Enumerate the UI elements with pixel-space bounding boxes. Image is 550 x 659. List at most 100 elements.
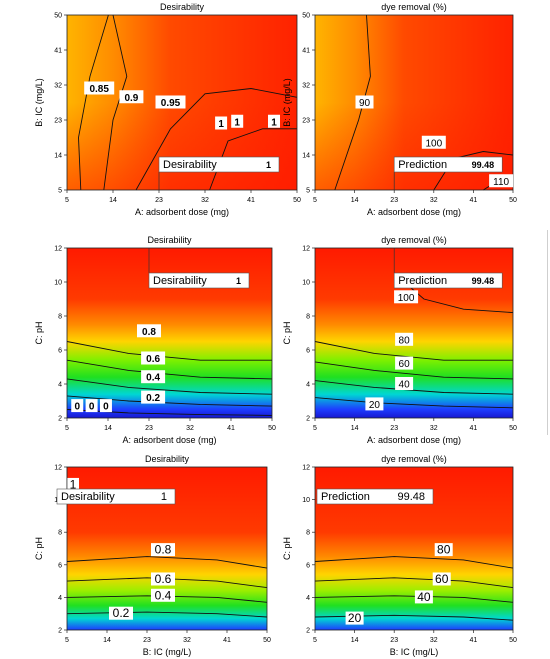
flag-box xyxy=(158,156,280,173)
plot-frame xyxy=(66,247,273,419)
x-tick-label: 5 xyxy=(313,197,317,204)
y-tick-label: 41 xyxy=(54,48,62,55)
contour-label: 40 xyxy=(417,590,431,604)
contour-label-box xyxy=(414,590,433,604)
contour-label: 0.95 xyxy=(161,98,181,109)
x-tick-label: 41 xyxy=(470,197,478,204)
x-tick-label: 32 xyxy=(183,637,191,644)
contour-line xyxy=(66,556,268,569)
contour-line xyxy=(66,611,268,618)
contour-line xyxy=(314,361,514,380)
y-tick-label: 2 xyxy=(306,416,310,423)
chart-title: dye removal (%) xyxy=(381,235,447,245)
contour-label-box xyxy=(355,95,374,109)
flag-value: 99.48 xyxy=(472,160,495,170)
x-tick-label: 23 xyxy=(390,425,398,432)
y-tick-label: 12 xyxy=(302,246,310,253)
y-tick-label: 6 xyxy=(58,348,62,355)
x-tick-label: 50 xyxy=(509,425,517,432)
contour-label-box xyxy=(84,81,115,95)
flag-box xyxy=(393,272,503,289)
y-tick-label: 41 xyxy=(302,48,310,55)
contour-label-box xyxy=(155,95,186,109)
contour-line xyxy=(66,577,268,589)
x-tick-label: 50 xyxy=(293,197,301,204)
contour-label: 0.9 xyxy=(124,93,138,104)
x-tick-label: 50 xyxy=(509,197,517,204)
contour-label: 0.6 xyxy=(146,354,160,365)
flag-label: Prediction xyxy=(398,159,447,171)
contour-label: 0.85 xyxy=(89,84,109,95)
y-tick-label: 5 xyxy=(58,188,62,195)
y-tick-label: 10 xyxy=(54,280,62,287)
flag-box xyxy=(316,488,434,505)
x-tick-label: 41 xyxy=(470,425,478,432)
contour-label-box xyxy=(268,114,280,128)
y-tick-label: 6 xyxy=(306,348,310,355)
contour-line xyxy=(314,556,514,569)
contour-label-box xyxy=(365,397,384,411)
contour-label: 1 xyxy=(218,119,224,130)
contour-label-box xyxy=(85,399,98,413)
contour-label-box xyxy=(137,324,161,338)
x-axis-label: A: adsorbent dose (mg) xyxy=(122,435,216,445)
contour-label: 20 xyxy=(369,400,381,411)
contour-label-box xyxy=(151,588,175,602)
y-tick-label: 8 xyxy=(58,314,62,321)
plot-frame xyxy=(66,466,268,631)
x-axis-label: A: adsorbent dose (mg) xyxy=(135,207,229,217)
contour-label: 0.6 xyxy=(155,572,172,586)
y-axis-label: C: pH xyxy=(34,537,44,560)
x-tick-label: 14 xyxy=(351,637,359,644)
contour-label: 80 xyxy=(399,335,411,346)
x-tick-label: 50 xyxy=(268,425,276,432)
flag-label: Prediction xyxy=(321,491,370,503)
contour-label-box xyxy=(109,606,133,620)
x-tick-label: 5 xyxy=(313,425,317,432)
x-tick-label: 14 xyxy=(351,425,359,432)
chart-panel-2: dye removal (%) 5 14 23 32 41 50 5 14 23 32 41 50 A: … xyxy=(282,2,517,217)
contour-label-box xyxy=(421,135,446,149)
x-tick-label: 5 xyxy=(65,425,69,432)
flag-value: 1 xyxy=(266,160,271,170)
contour-label-box xyxy=(151,543,175,557)
contour-label: 90 xyxy=(359,98,371,109)
y-tick-label: 8 xyxy=(306,314,310,321)
y-tick-label: 23 xyxy=(302,118,310,125)
contour-label: 0.8 xyxy=(155,543,172,557)
y-tick-label: 6 xyxy=(306,562,310,569)
contour-label-box xyxy=(67,477,79,491)
contour-label-box xyxy=(141,370,166,384)
contour-label-box xyxy=(99,399,112,413)
chart-title: dye removal (%) xyxy=(381,2,447,12)
y-tick-label: 12 xyxy=(54,465,62,472)
contour-label: 0 xyxy=(74,402,80,413)
x-tick-label: 23 xyxy=(390,637,398,644)
x-tick-label: 23 xyxy=(155,197,163,204)
y-tick-label: 2 xyxy=(306,628,310,635)
y-tick-label: 14 xyxy=(302,153,310,160)
y-tick-label: 4 xyxy=(58,382,62,389)
contour-label: 100 xyxy=(398,293,415,304)
contour-line xyxy=(314,397,514,409)
plot-frame xyxy=(314,14,514,191)
y-tick-label: 4 xyxy=(306,382,310,389)
x-tick-label: 5 xyxy=(65,197,69,204)
contour-label: 0.4 xyxy=(155,588,172,602)
x-tick-label: 14 xyxy=(351,197,359,204)
contour-line xyxy=(66,409,273,416)
y-tick-label: 6 xyxy=(58,562,62,569)
contour-label-box xyxy=(141,390,166,404)
contour-label: 40 xyxy=(399,380,411,391)
flag-box xyxy=(393,156,503,173)
flag-label: Desirability xyxy=(163,159,217,171)
y-axis-label: B: IC (mg/L) xyxy=(282,78,292,127)
contour-label: 1 xyxy=(271,117,277,128)
y-tick-label: 8 xyxy=(58,530,62,537)
y-tick-label: 32 xyxy=(54,83,62,90)
x-tick-label: 5 xyxy=(313,637,317,644)
y-axis-label: B: IC (mg/L) xyxy=(34,78,44,127)
chart-panel-1: Desirability 5 14 23 32 41 50 5 14 23 32 41 50 A: ads… xyxy=(34,2,301,217)
y-tick-label: 2 xyxy=(58,416,62,423)
flag-value: 99.48 xyxy=(472,276,495,286)
